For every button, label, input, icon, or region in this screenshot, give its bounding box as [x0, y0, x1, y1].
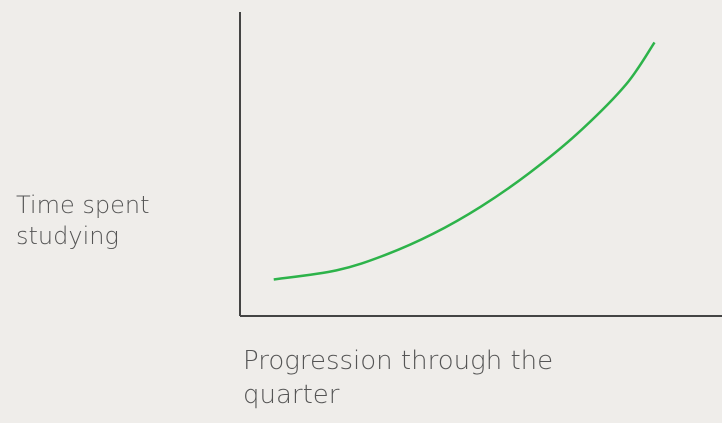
line [273, 41, 656, 281]
y-axis-label: Time spent studying [16, 191, 150, 251]
x-axis-label: Progression through the quarter [243, 346, 554, 410]
